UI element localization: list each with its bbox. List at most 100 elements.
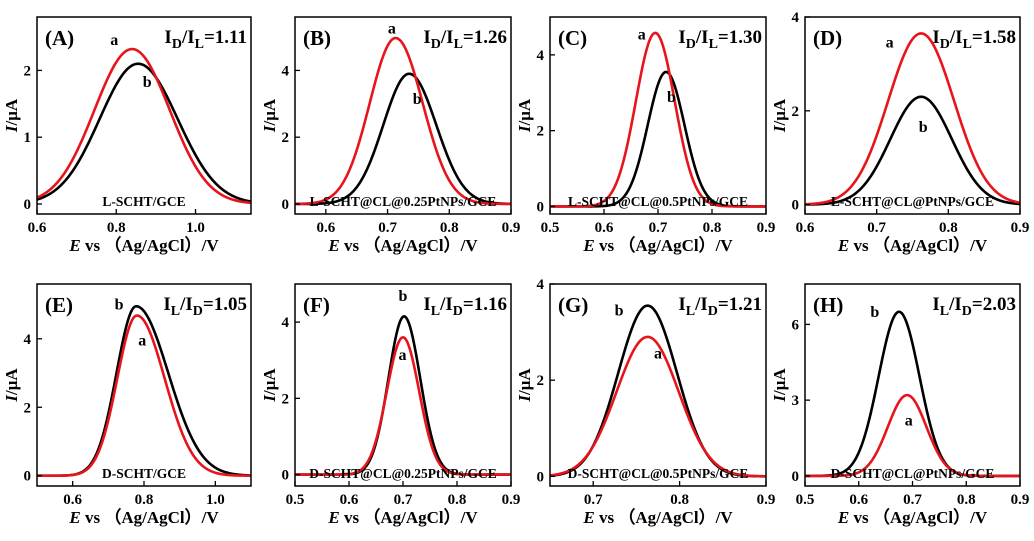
x-tick-label: 0.9 — [757, 220, 776, 236]
y-tick-label: 4 — [282, 63, 290, 79]
plot-frame — [36, 16, 252, 215]
panel-a: 0.6 0.8 1.0 0 1 2 (A) ID/IL=1.11 a b L-SCHT/GCE E v… — [2, 16, 252, 255]
x-tick-label: 0.5 — [541, 220, 560, 236]
x-tick-label: 0.6 — [340, 492, 359, 508]
x-tick-label: 0.7 — [584, 492, 603, 508]
ratio-label: ID/IL=1.30 — [678, 27, 762, 52]
panel-letter: (C) — [558, 26, 587, 50]
curve-a — [295, 336, 511, 476]
electrode-label: L-SCHT@CL@0.5PtNPs/GCE — [568, 194, 748, 209]
x-tick-label: 0.5 — [796, 492, 815, 508]
x-tick-label: 0.8 — [107, 220, 126, 236]
curve-a — [550, 31, 766, 208]
curve-b — [295, 315, 511, 476]
panel-letter: (F) — [303, 293, 330, 317]
y-tick-label: 4 — [24, 332, 32, 348]
y-tick-label: 4 — [537, 48, 545, 64]
x-axis-label: E vs （Ag/AgCl）/V — [582, 507, 733, 527]
panel-letter: (G) — [558, 293, 588, 317]
curve-b — [549, 304, 767, 478]
curve-a — [294, 36, 511, 206]
curve-label-b: b — [870, 304, 879, 321]
panel-letter: (E) — [45, 293, 73, 317]
y-tick-label: 0 — [24, 469, 32, 485]
curve-a — [549, 335, 767, 478]
x-tick-label: 0.5 — [286, 492, 305, 508]
y-tick-label: 4 — [792, 10, 800, 26]
curve-b — [550, 70, 766, 208]
curve-label-a: a — [654, 346, 662, 363]
panel-e: 0.6 0.8 1.0 0 2 4 (E) IL/ID=1.05 a b D-SCHT/GCE E v… — [2, 283, 252, 527]
y-tick-label: 4 — [537, 277, 545, 293]
x-axis-label: E vs （Ag/AgCl）/V — [582, 235, 733, 255]
x-axis-label: E vs （Ag/AgCl）/V — [68, 507, 219, 527]
y-tick-label: 0 — [537, 469, 545, 485]
y-tick-label: 0 — [792, 198, 800, 214]
y-tick-label: 2 — [537, 124, 545, 140]
y-tick-label: 2 — [792, 104, 800, 120]
ratio-label: ID/IL=1.26 — [423, 27, 507, 52]
electrode-label: L-SCHT@CL@PtNPs/GCE — [831, 194, 994, 209]
panel-h: 0.5 0.6 0.7 0.8 0.9 0 3 6 (H) IL/ID=2.03 a b D-SCHT@… — [770, 283, 1029, 527]
y-tick-label: 2 — [24, 63, 32, 79]
y-tick-label: 6 — [792, 317, 800, 333]
y-tick-label: 0 — [282, 468, 290, 484]
curve-label-b: b — [615, 302, 624, 319]
x-axis-label: E vs （Ag/AgCl）/V — [327, 235, 478, 255]
x-tick-label: 0.9 — [1011, 220, 1030, 236]
x-axis-label: E vs （Ag/AgCl）/V — [837, 235, 988, 255]
panel-g: 0.7 0.8 0.9 0 2 4 (G) IL/ID=1.21 a b D-SCHT@CL@0.5… — [515, 277, 775, 527]
curve-a — [37, 314, 251, 478]
ratio-label: IL/ID=2.03 — [932, 294, 1016, 319]
curve-label-a: a — [138, 333, 146, 350]
x-tick-label: 0.7 — [394, 492, 413, 508]
curve-label-a: a — [398, 347, 406, 364]
curve-a — [36, 47, 252, 205]
y-tick-label: 2 — [537, 373, 545, 389]
electrode-label: D-SCHT@CL@0.5PtNPs/GCE — [568, 466, 749, 481]
x-tick-label: 0.6 — [595, 220, 614, 236]
x-tick-label: 0.8 — [135, 492, 154, 508]
x-tick-label: 0.7 — [649, 220, 668, 236]
x-tick-label: 1.0 — [186, 220, 205, 236]
curve-label-b: b — [143, 74, 152, 91]
x-axis-label: E vs （Ag/AgCl）/V — [837, 507, 988, 527]
curve-label-a: a — [388, 21, 396, 38]
plot-frame — [294, 16, 512, 215]
y-axis-label: I/μA — [515, 368, 534, 403]
plot-frame — [549, 283, 767, 487]
x-tick-label: 0.9 — [757, 492, 776, 508]
x-tick-label: 0.6 — [316, 220, 335, 236]
x-tick-label: 0.8 — [440, 220, 459, 236]
curve-a — [804, 32, 1021, 206]
panel-letter: (A) — [45, 26, 74, 50]
x-tick-label: 0.6 — [849, 492, 868, 508]
y-tick-label: 0 — [537, 199, 545, 215]
y-tick-label: 4 — [282, 315, 290, 331]
electrode-label: L-SCHT@CL@0.25PtNPs/GCE — [310, 194, 497, 209]
electrode-label: D-SCHT@CL@PtNPs/GCE — [831, 466, 995, 481]
ratio-label: ID/IL=1.58 — [932, 27, 1016, 52]
curve-b — [804, 310, 1020, 478]
curve-label-a: a — [638, 27, 646, 44]
y-tick-label: 2 — [282, 130, 290, 146]
y-tick-label: 0 — [282, 197, 290, 213]
y-axis-label: I/μA — [2, 368, 21, 403]
x-tick-label: 0.9 — [502, 492, 521, 508]
x-tick-label: 0.7 — [378, 220, 397, 236]
y-axis-label: I/μA — [260, 368, 279, 403]
x-tick-label: 0.8 — [957, 492, 976, 508]
x-tick-label: 0.7 — [867, 220, 886, 236]
x-tick-label: 0.8 — [703, 220, 722, 236]
curve-label-b: b — [399, 288, 408, 305]
electrode-label: D-SCHT@CL@0.25PtNPs/GCE — [309, 466, 497, 481]
curve-b — [804, 95, 1021, 206]
x-axis-label: E vs （Ag/AgCl）/V — [327, 507, 478, 527]
x-tick-label: 0.6 — [63, 492, 82, 508]
x-tick-label: 0.8 — [939, 220, 958, 236]
curve-label-b: b — [413, 91, 422, 108]
panel-c: 0.5 0.6 0.7 0.8 0.9 0 2 4 (C) ID/IL=1.30 a b L-SCHT@… — [515, 16, 776, 255]
panel-letter: (H) — [813, 293, 843, 317]
panel-f: 0.5 0.6 0.7 0.8 0.9 0 2 4 (F) IL/ID=1.16 a b D-SCHT@… — [260, 283, 521, 527]
